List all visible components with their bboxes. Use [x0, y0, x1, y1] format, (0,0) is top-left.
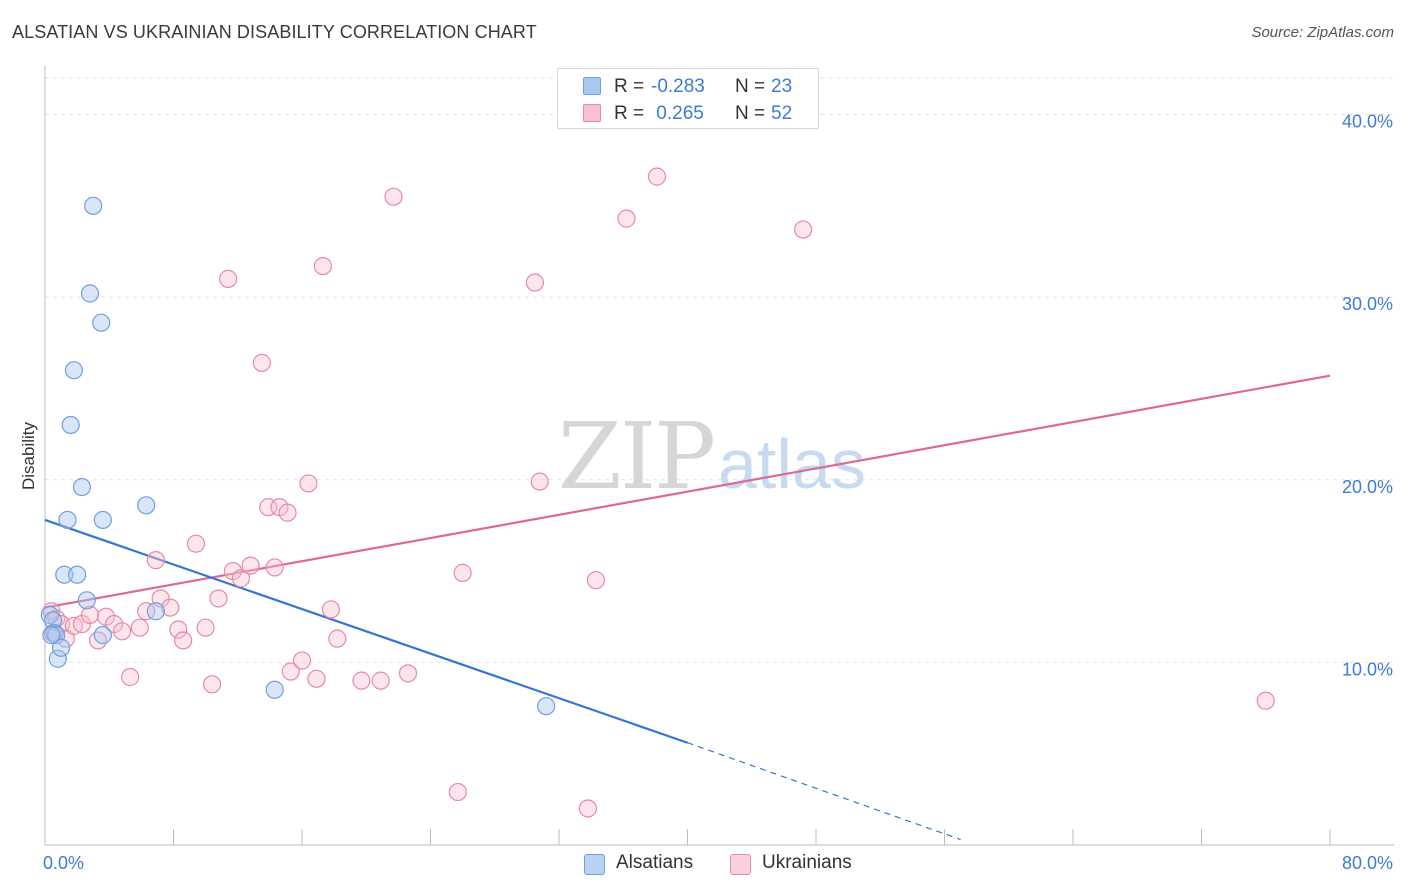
alsatian-point: [48, 649, 67, 668]
ukrainian-point: [137, 602, 156, 621]
alsatian-trend-line: [44, 518, 688, 744]
alsatian-point: [92, 313, 111, 332]
chart-title: ALSATIAN VS UKRAINIAN DISABILITY CORRELA…: [12, 22, 537, 42]
alsatian-point: [265, 680, 284, 699]
ukrainian-point: [186, 534, 206, 553]
ukrainian-point: [241, 556, 260, 575]
y-tick-label: 10.0%: [1342, 659, 1393, 679]
r-value: -0.283: [651, 76, 705, 97]
ukrainian-point: [169, 620, 188, 639]
ukrainian-point: [307, 669, 326, 688]
n-value: 23: [771, 76, 793, 97]
ukrainian-point: [112, 622, 132, 641]
ukrainian-point: [80, 605, 100, 625]
ukrainian-point: [174, 631, 193, 650]
alsatian-point: [42, 625, 61, 645]
ukrainian-point: [313, 256, 332, 276]
ukrainians-swatch: [583, 104, 601, 122]
r-value: 0.265: [651, 103, 704, 124]
r-label: R =: [614, 76, 645, 97]
ukrainian-point: [578, 799, 598, 818]
alsatians-swatch: [583, 77, 601, 95]
watermark-zip: ZIP: [558, 403, 714, 510]
alsatian-point: [77, 591, 96, 610]
ukrainian-point: [384, 187, 403, 206]
ukrainian-point: [453, 563, 472, 582]
alsatian-point: [40, 605, 59, 625]
alsatian-point: [93, 625, 112, 645]
legend-row-alsatians: R = -0.283 N = 23: [558, 73, 818, 99]
alsatian-point: [51, 638, 71, 657]
alsatian-point: [93, 510, 112, 530]
alsatian-point: [146, 602, 165, 621]
alsatians-legend-label: Alsatians: [616, 852, 694, 873]
x-tick-label: 80.0%: [1342, 853, 1393, 873]
series-legend: Alsatians Ukrainians: [584, 851, 884, 879]
ukrainian-point: [794, 220, 813, 239]
ukrainian-point: [371, 671, 390, 690]
ukrainian-point: [328, 629, 347, 648]
ukrainian-point: [448, 782, 467, 802]
ukrainian-trend-line: [44, 374, 1331, 609]
ukrainian-point: [130, 618, 149, 637]
legend-row-ukrainians: R = 0.265 N = 52: [558, 100, 818, 126]
data-points: [40, 167, 1275, 818]
alsatian-point: [61, 415, 80, 435]
ukrainian-point: [1256, 691, 1275, 710]
ukrainian-point: [525, 273, 545, 292]
alsatian-point: [58, 510, 77, 530]
ukrainian-point: [196, 618, 215, 637]
ukrainian-point: [352, 671, 371, 690]
ukrainian-point: [231, 569, 251, 588]
ukrainians-legend-swatch: [730, 854, 751, 875]
ukrainian-point: [146, 551, 165, 570]
alsatian-point: [64, 361, 84, 380]
y-tick-label: 40.0%: [1342, 112, 1393, 132]
ukrainian-point: [617, 209, 636, 228]
tick-labels: 10.0% 20.0% 30.0% 40.0% 0.0% 80.0%: [43, 112, 1393, 873]
trend-lines: [44, 374, 1331, 841]
watermark: ZIP atlas: [558, 403, 866, 510]
y-axis-label: Disability: [19, 421, 38, 490]
ukrainian-point: [299, 474, 318, 493]
y-tick-label: 30.0%: [1342, 294, 1393, 314]
ukrainian-point: [56, 629, 75, 648]
ukrainians-legend-label: Ukrainians: [762, 852, 852, 873]
n-label: N =: [735, 76, 766, 97]
alsatian-trend-extrapolation: [687, 742, 961, 841]
ukrainian-point: [586, 571, 606, 590]
n-label: N =: [735, 103, 766, 124]
ukrainian-point: [647, 167, 667, 186]
ukrainian-point: [121, 667, 140, 687]
ukrainian-point: [398, 664, 418, 683]
alsatian-point: [137, 496, 156, 515]
alsatian-point: [537, 697, 556, 716]
alsatian-point: [68, 565, 87, 584]
alsatian-point: [80, 284, 100, 303]
source-credit: Source: ZipAtlas.com: [1251, 24, 1394, 41]
ukrainian-point: [252, 353, 271, 372]
ukrainian-point: [88, 631, 108, 650]
ukrainian-point: [265, 558, 284, 577]
correlation-legend: R = -0.283 N = 23 R = 0.265 N = 52: [557, 68, 819, 129]
x-tick-label: 0.0%: [43, 853, 84, 873]
r-label: R =: [614, 103, 645, 124]
ukrainian-point: [219, 269, 238, 288]
alsatians-legend-swatch: [584, 854, 605, 875]
alsatian-point: [55, 565, 74, 584]
alsatian-point: [72, 477, 92, 497]
axes: [44, 66, 1394, 846]
ukrainian-point: [209, 589, 228, 608]
ukrainian-point: [292, 651, 312, 670]
ukrainian-point: [530, 472, 549, 491]
y-tick-label: 20.0%: [1342, 477, 1393, 497]
n-value: 52: [771, 103, 793, 124]
ukrainian-point: [161, 598, 180, 617]
ukrainian-point: [202, 675, 222, 694]
ukrainian-point: [321, 600, 341, 619]
ukrainian-point: [278, 503, 297, 522]
ukrainian-point: [281, 662, 300, 681]
alsatian-point: [84, 196, 103, 215]
